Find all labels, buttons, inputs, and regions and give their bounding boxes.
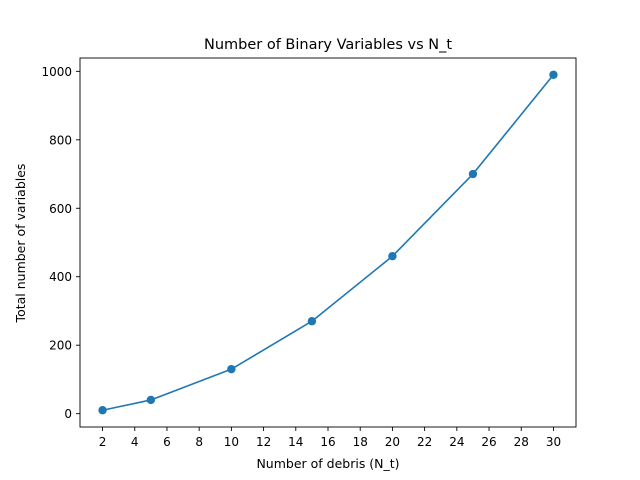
x-tick-label: 22 [417, 435, 432, 449]
x-tick-label: 16 [320, 435, 335, 449]
data-point [227, 364, 236, 374]
x-tick-label: 4 [131, 435, 139, 449]
y-tick-label: 400 [49, 270, 72, 284]
y-axis-label: Total number of variables [13, 164, 28, 324]
x-tick-label: 10 [224, 435, 239, 449]
x-tick-label: 24 [449, 435, 464, 449]
y-tick-label: 1000 [41, 65, 72, 79]
data-point [98, 406, 107, 415]
x-tick-label: 2 [99, 435, 107, 449]
y-tick-label: 0 [64, 407, 72, 421]
x-tick-label: 14 [288, 435, 303, 449]
x-tick-label: 20 [385, 435, 400, 449]
y-tick-label: 800 [49, 133, 72, 147]
y-tick-label: 200 [49, 339, 72, 353]
y-tick-label: 600 [49, 202, 72, 216]
data-point [549, 70, 558, 79]
plot-background [80, 58, 576, 427]
plot-frame [79, 57, 577, 428]
x-tick-label: 18 [353, 435, 368, 449]
plot-area: 2 4 6 8 10 12 14 16 18 20 22 24 26 28 3002004006008001… [41, 57, 577, 449]
x-tick-label: 26 [481, 435, 496, 449]
data-point [468, 169, 478, 179]
data-point [146, 395, 156, 405]
data-point [388, 251, 397, 261]
x-tick-label: 8 [195, 435, 203, 449]
data-point [307, 317, 317, 326]
chart-title: Number of Binary Variables vs N_t [204, 37, 452, 53]
x-tick-label: 28 [514, 435, 529, 449]
x-tick-label: 12 [256, 435, 271, 449]
x-tick-label: 30 [546, 435, 561, 449]
x-axis-label: Number of debris (N_t) [256, 456, 399, 471]
x-tick-label: 6 [163, 435, 171, 449]
